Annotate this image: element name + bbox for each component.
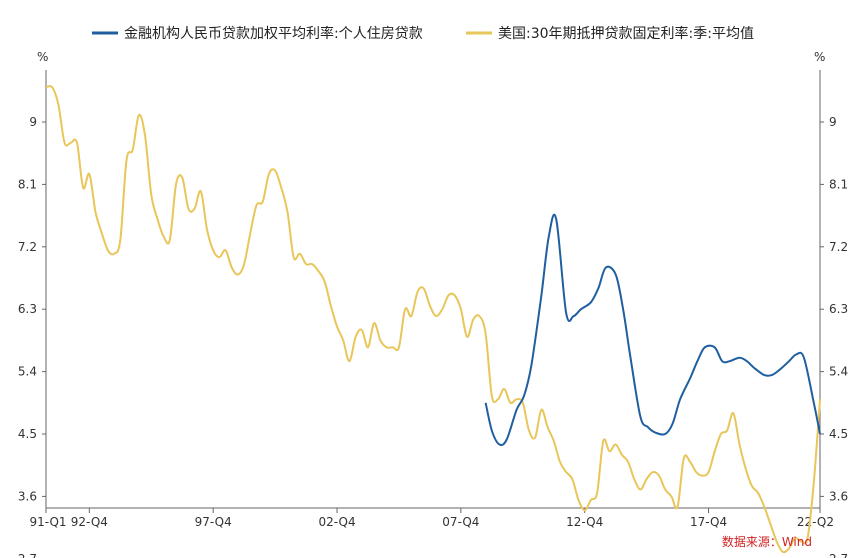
y-tick-label-left: 9 bbox=[29, 115, 37, 129]
y-tick-label-right: 4.5 bbox=[829, 427, 848, 441]
y-tick-label-left: 6.3 bbox=[18, 302, 37, 316]
y-ticks: 9 9 8.1 8.1 7.2 7.2 6.3 6.3 5.4 5.4 4.5 4.5 3.6 3.6 2.… bbox=[18, 115, 848, 558]
x-tick-label: 17-Q4 bbox=[690, 515, 727, 529]
y-tick-label-right: 8.1 bbox=[829, 177, 848, 191]
y-tick-label-left: 7.2 bbox=[18, 240, 37, 254]
y-tick-label-right: 3.6 bbox=[829, 489, 848, 503]
y-unit-left: % bbox=[37, 50, 48, 64]
source-note: 数据来源：Wind bbox=[722, 534, 812, 549]
x-tick-label: 97-Q4 bbox=[195, 515, 232, 529]
series-layer bbox=[45, 85, 821, 554]
x-tick-label: 92-Q4 bbox=[71, 515, 108, 529]
x-tick-label: 12-Q4 bbox=[566, 515, 603, 529]
y-tick-label-right: 6.3 bbox=[829, 302, 848, 316]
y-tick-label-right: 7.2 bbox=[829, 240, 848, 254]
x-tick-label: 91-Q1 bbox=[29, 515, 66, 529]
y-tick-label-left: 2.7 bbox=[18, 552, 37, 558]
y-tick-label-left: 8.1 bbox=[18, 177, 37, 191]
legend-label-us: 美国:30年期抵押贷款固定利率:季:平均值 bbox=[498, 25, 754, 42]
series-line-us-30yr-mortgage-rate bbox=[45, 85, 821, 554]
y-tick-label-right: 5.4 bbox=[829, 365, 848, 379]
y-tick-label-right: 9 bbox=[829, 115, 837, 129]
x-tick-label: 22-Q2 bbox=[797, 515, 834, 529]
y-tick-label-left: 4.5 bbox=[18, 427, 37, 441]
x-tick-label: 02-Q4 bbox=[318, 515, 355, 529]
y-tick-label-right: 2.7 bbox=[829, 552, 848, 558]
y-tick-label-left: 5.4 bbox=[18, 365, 37, 379]
series-line-china-mortgage-rate bbox=[484, 213, 821, 447]
x-ticks: 91-Q1 92-Q4 97-Q4 02-Q4 07-Q4 12-Q4 17-Q4 22-Q2 bbox=[29, 508, 834, 529]
y-tick-label-left: 3.6 bbox=[18, 489, 37, 503]
x-tick-label: 07-Q4 bbox=[442, 515, 479, 529]
y-unit-right: % bbox=[814, 50, 825, 64]
legend: 金融机构人民币贷款加权平均利率:个人住房贷款 美国:30年期抵押贷款固定利率:季… bbox=[92, 25, 754, 42]
legend-label-china: 金融机构人民币贷款加权平均利率:个人住房贷款 bbox=[124, 25, 423, 42]
